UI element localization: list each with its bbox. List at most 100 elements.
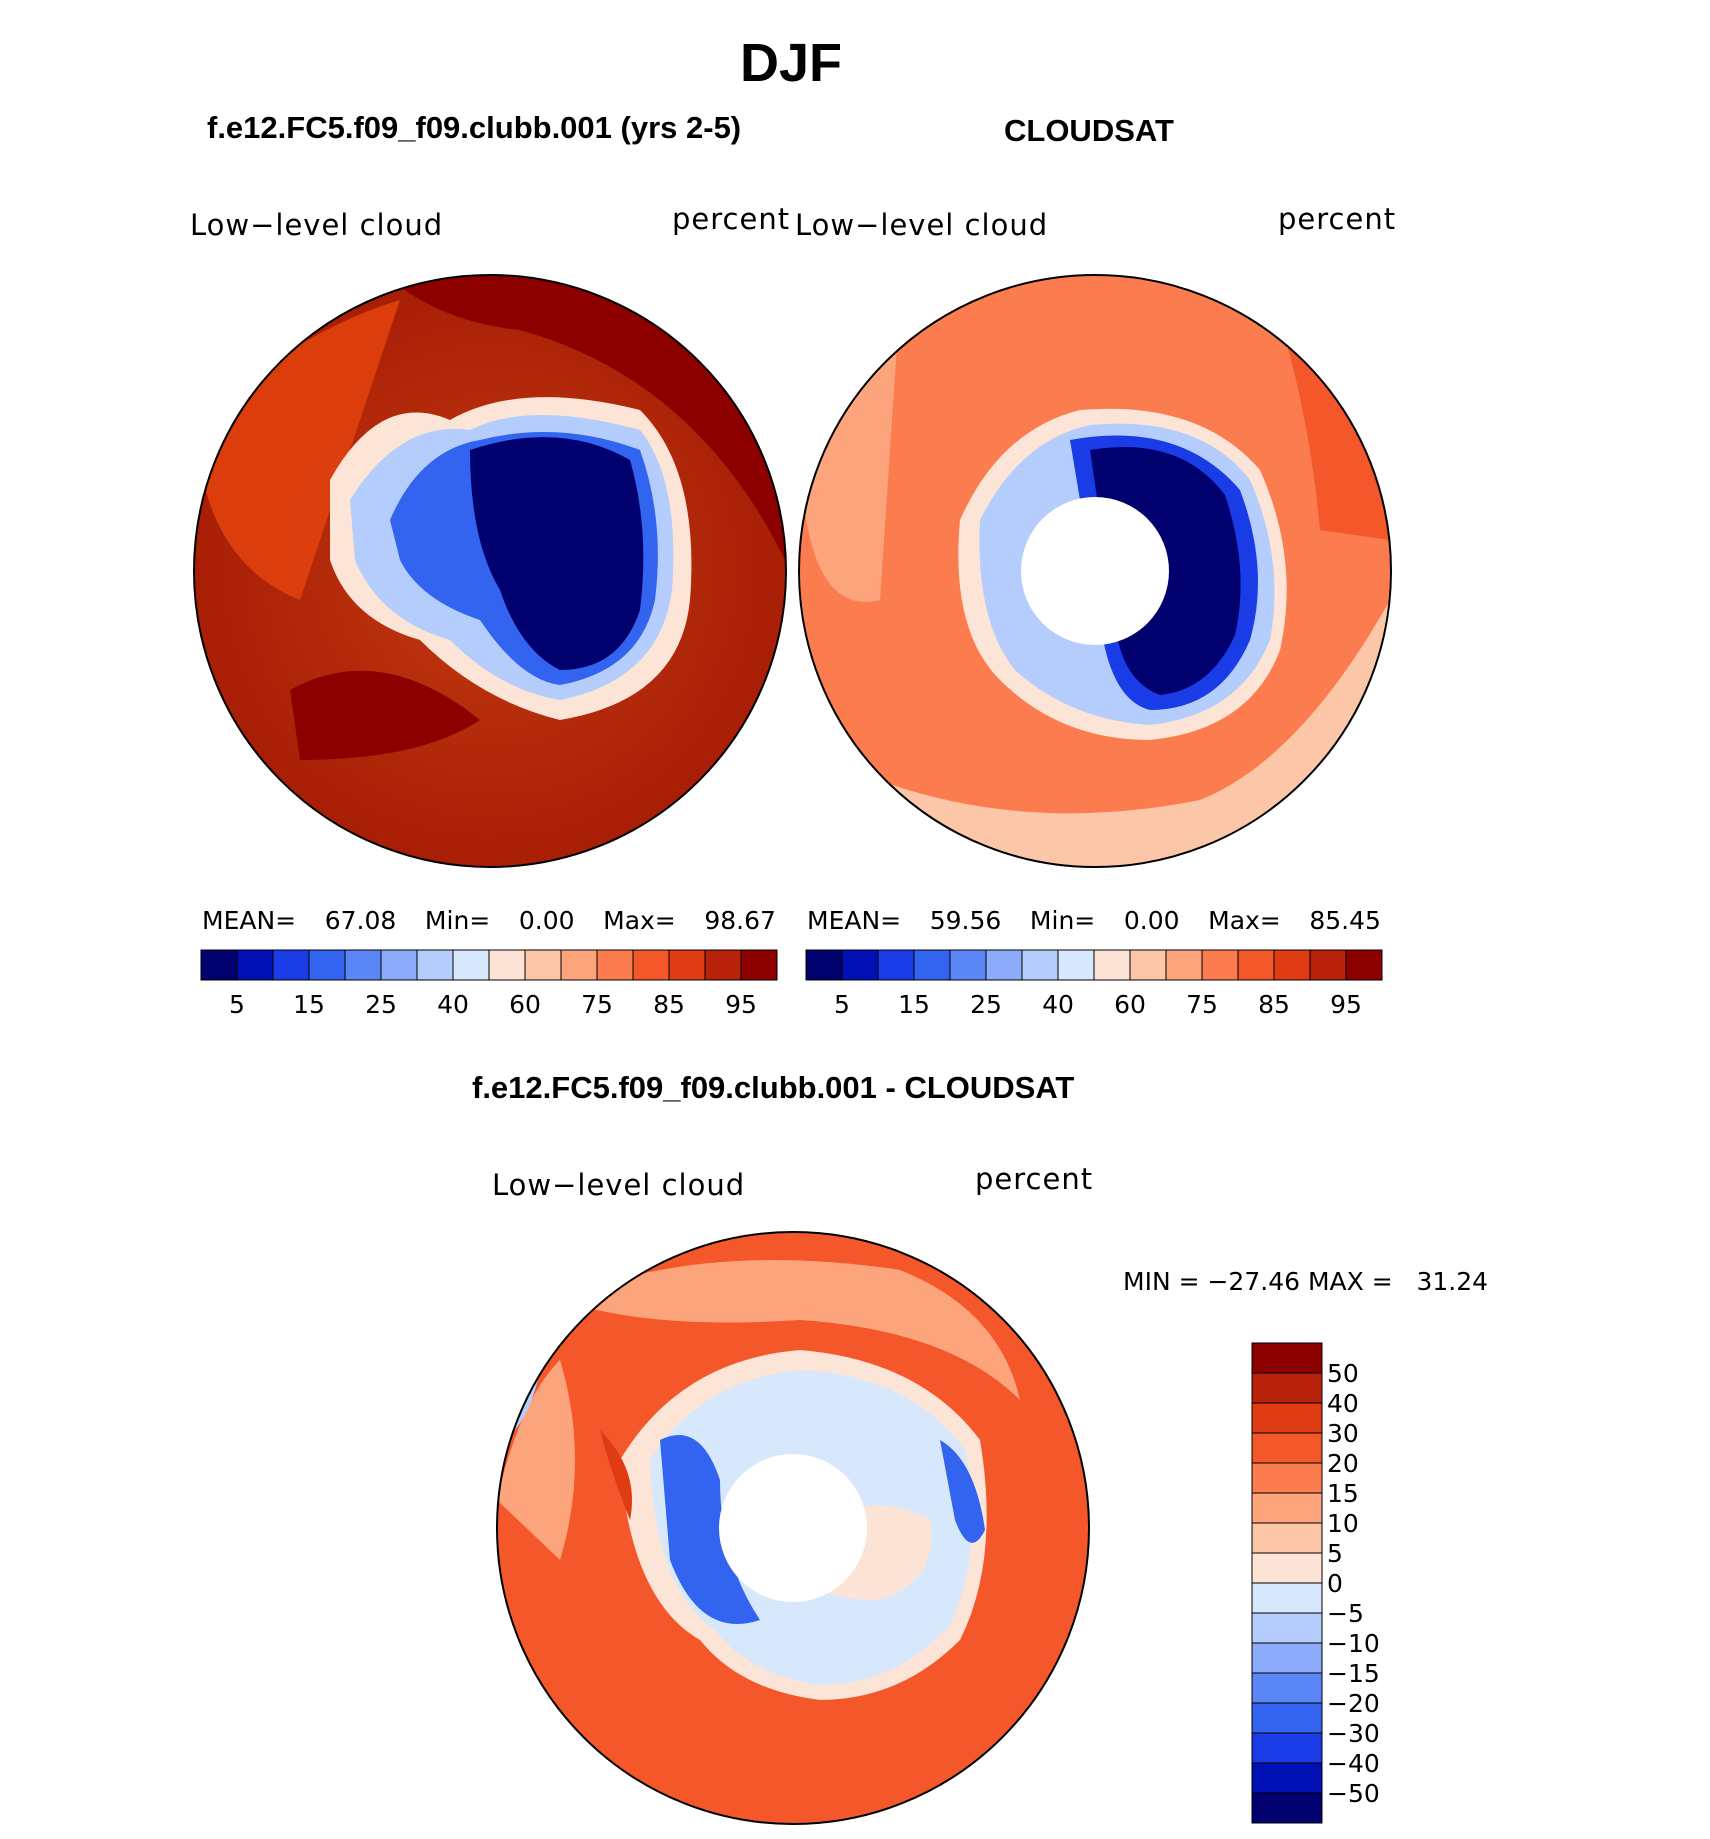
panel2-mean-value: 59.56	[929, 906, 1002, 935]
panel2-colorbar-swatch	[877, 949, 915, 981]
panel2-colorbar-swatch	[1165, 949, 1203, 981]
panel2-stats: MEAN= 59.56 Min= 0.00 Max= 85.45	[807, 906, 1381, 935]
panel1-colorbar	[200, 949, 778, 981]
panel2-colorbar-swatch	[805, 949, 843, 981]
panel1-colorbar-swatch	[236, 949, 274, 981]
panel2-colorbar-tick-label: 15	[898, 990, 930, 1019]
panel2-colorbar	[805, 949, 1383, 981]
panel2-colorbar-swatch	[1057, 949, 1095, 981]
panel1-stats: MEAN= 67.08 Min= 0.00 Max= 98.67	[202, 906, 776, 935]
panel3-colorbar-tick-label: 20	[1327, 1449, 1359, 1478]
panel2-mean-label: MEAN=	[807, 906, 902, 935]
panel1-colorbar-tick-label: 95	[725, 990, 757, 1019]
panel2-heading: CLOUDSAT	[1004, 113, 1174, 148]
panel2-colorbar-tick-label: 95	[1330, 990, 1362, 1019]
panel3-units: percent	[975, 1162, 1094, 1196]
panel3-colorbar-tick-label: −5	[1327, 1599, 1364, 1628]
panel1-colorbar-tick-label: 60	[509, 990, 541, 1019]
panel3-colorbar-tick-label: 30	[1327, 1419, 1359, 1448]
panel3-colorbar-tick-label: −20	[1327, 1689, 1380, 1718]
panel1-colorbar-swatch	[200, 949, 238, 981]
panel3-colorbar-swatch	[1251, 1642, 1323, 1674]
panel1-min-value: 0.00	[518, 906, 575, 935]
panel2-colorbar-swatch	[1237, 949, 1275, 981]
panel3-colorbar-ticks: −50 −40 −30 −20 −15 −10 −5 0 5 10 15 20 30 40 50	[1327, 1343, 1407, 1823]
panel1-max-label: Max=	[603, 906, 676, 935]
panel2-colorbar-tick-label: 60	[1114, 990, 1146, 1019]
panel3-colorbar-tick-label: 5	[1327, 1539, 1343, 1568]
panel3-colorbar-swatch	[1251, 1522, 1323, 1554]
panel3-colorbar-swatch	[1251, 1732, 1323, 1764]
panel1-max-value: 98.67	[704, 906, 776, 935]
panel3-colorbar-tick-label: −30	[1327, 1719, 1380, 1748]
panel2-max-label: Max=	[1208, 906, 1281, 935]
panel1-colorbar-tick-label: 85	[653, 990, 685, 1019]
panel1-colorbar-swatch	[740, 949, 778, 981]
panel1-colorbar-tick-label: 15	[293, 990, 325, 1019]
panel1-variable: Low−level cloud	[190, 208, 444, 242]
panel1-colorbar-tick-label: 75	[581, 990, 613, 1019]
panel3-colorbar-swatch	[1251, 1612, 1323, 1644]
panel2-colorbar-swatch	[949, 949, 987, 981]
panel1-colorbar-swatch	[632, 949, 670, 981]
page-title: DJF	[740, 33, 843, 93]
panel3-colorbar-tick-label: −10	[1327, 1629, 1380, 1658]
panel3-colorbar-swatch	[1251, 1762, 1323, 1794]
panel3-colorbar-swatch	[1251, 1552, 1323, 1584]
panel3-colorbar-tick-label: 50	[1327, 1359, 1359, 1388]
panel2-colorbar-ticks: 5 15 25 40 60 75 85 95	[806, 990, 1382, 1020]
panel1-mean-label: MEAN=	[202, 906, 297, 935]
panel1-colorbar-swatch	[272, 949, 310, 981]
panel3-colorbar-tick-label: 40	[1327, 1389, 1359, 1418]
panel2-units: percent	[1278, 202, 1397, 236]
panel2-colorbar-tick-label: 5	[834, 990, 850, 1019]
panel1-min-label: Min=	[424, 906, 491, 935]
panel2-colorbar-swatch	[1129, 949, 1167, 981]
panel3-minmax: MIN = −27.46 MAX = 31.24	[1123, 1267, 1489, 1296]
panel3-colorbar-tick-label: −40	[1327, 1749, 1380, 1778]
panel3-colorbar-swatch	[1251, 1372, 1323, 1404]
panel3-colorbar-swatch	[1251, 1792, 1323, 1824]
panel3-variable: Low−level cloud	[492, 1168, 746, 1202]
panel1-colorbar-swatch	[308, 949, 346, 981]
panel2-colorbar-tick-label: 40	[1042, 990, 1074, 1019]
panel2-colorbar-swatch	[1273, 949, 1311, 981]
panel3-colorbar-tick-label: 10	[1327, 1509, 1359, 1538]
panel1-units: percent	[672, 202, 791, 236]
panel2-min-label: Min=	[1029, 906, 1096, 935]
panel1-mean-value: 67.08	[324, 906, 397, 935]
panel1-heading: f.e12.FC5.f09_f09.clubb.001 (yrs 2-5)	[207, 110, 742, 145]
panel3-colorbar	[1251, 1342, 1323, 1824]
panel2-colorbar-swatch	[1309, 949, 1347, 981]
panel3-colorbar-swatch	[1251, 1492, 1323, 1524]
panel2-colorbar-swatch	[1345, 949, 1383, 981]
panel2-colorbar-swatch	[1093, 949, 1131, 981]
panel1-colorbar-ticks: 5 15 25 40 60 75 85 95	[201, 990, 777, 1020]
panel3-colorbar-swatch	[1251, 1672, 1323, 1704]
panel2-colorbar-tick-label: 25	[970, 990, 1002, 1019]
panel1-colorbar-swatch	[704, 949, 742, 981]
panel3-heading: f.e12.FC5.f09_f09.clubb.001 - CLOUDSAT	[472, 1070, 1075, 1105]
panel2-colorbar-swatch	[913, 949, 951, 981]
panel2-variable: Low−level cloud	[795, 208, 1049, 242]
panel1-colorbar-tick-label: 25	[365, 990, 397, 1019]
panel3-colorbar-swatch	[1251, 1702, 1323, 1734]
panel2-colorbar-swatch	[1201, 949, 1239, 981]
panel1-colorbar-tick-label: 5	[229, 990, 245, 1019]
panel3-colorbar-swatch	[1251, 1462, 1323, 1494]
panel1-colorbar-swatch	[524, 949, 562, 981]
panel3-colorbar-tick-label: −15	[1327, 1659, 1380, 1688]
panel2-min-value: 0.00	[1123, 906, 1180, 935]
panel3-colorbar-tick-label: 0	[1327, 1569, 1343, 1598]
panel3-colorbar-tick-label: 15	[1327, 1479, 1359, 1508]
panel1-colorbar-swatch	[488, 949, 526, 981]
panel3-colorbar-swatch	[1251, 1402, 1323, 1434]
panel3-colorbar-swatch	[1251, 1582, 1323, 1614]
panel3-colorbar-swatch	[1251, 1342, 1323, 1374]
panel1-colorbar-swatch	[344, 949, 382, 981]
panel3-colorbar-swatch	[1251, 1432, 1323, 1464]
panel2-colorbar-tick-label: 85	[1258, 990, 1290, 1019]
